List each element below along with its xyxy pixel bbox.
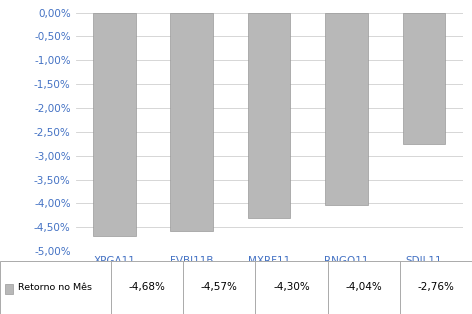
Bar <box>5 284 13 294</box>
Text: -2,76%: -2,76% <box>417 282 455 292</box>
Text: Retorno no Mês: Retorno no Mês <box>18 283 92 292</box>
Bar <box>93 13 135 236</box>
Bar <box>403 13 445 144</box>
Bar <box>248 13 290 218</box>
Text: -4,57%: -4,57% <box>201 282 238 292</box>
Bar <box>325 13 368 205</box>
Text: -4,68%: -4,68% <box>128 282 166 292</box>
Bar <box>170 13 213 231</box>
Text: -4,04%: -4,04% <box>346 282 382 292</box>
Text: -4,30%: -4,30% <box>273 282 310 292</box>
